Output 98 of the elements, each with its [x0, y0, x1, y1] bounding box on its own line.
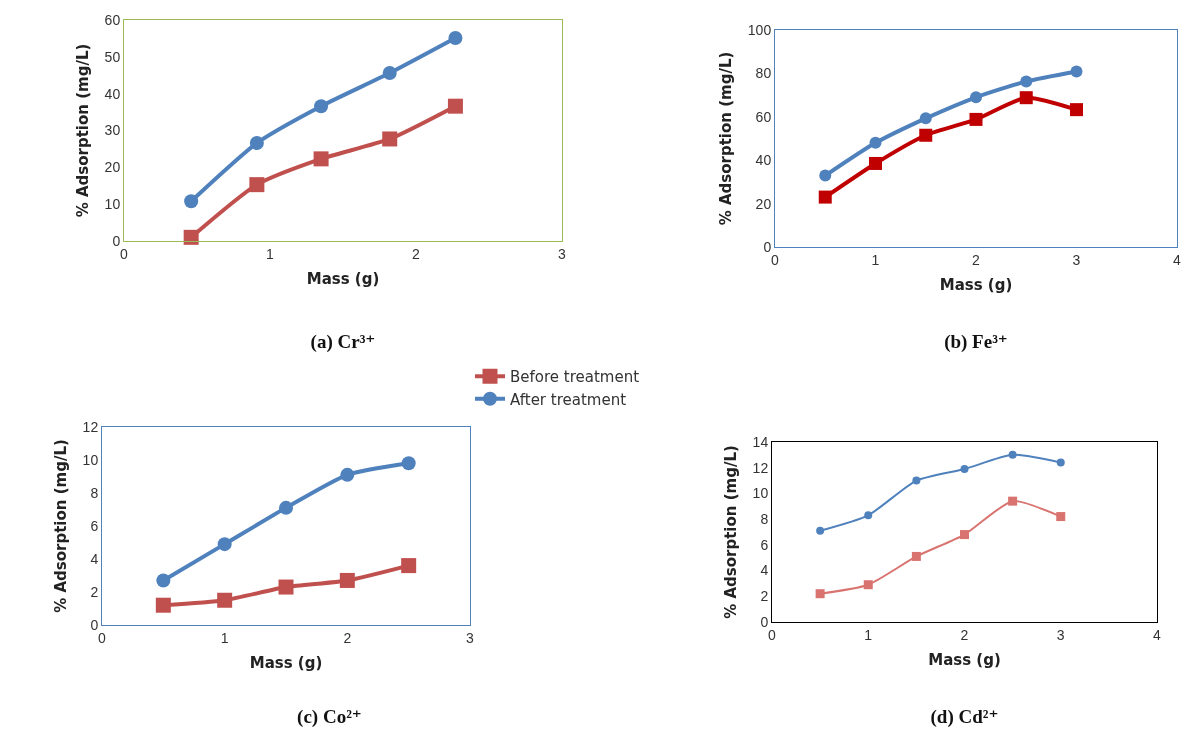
x-tick-label: 3	[466, 629, 475, 646]
point	[183, 229, 199, 245]
y-axis-title: % Adsorption (mg/L)	[73, 43, 92, 218]
y-tick-label: 0	[112, 232, 121, 249]
point	[863, 580, 873, 590]
point	[969, 112, 983, 126]
x-tick-label: 4	[1153, 626, 1162, 643]
y-tick-label: 6	[90, 517, 99, 534]
point	[448, 31, 463, 46]
point	[1056, 512, 1066, 522]
x-tick-label: 1	[266, 245, 275, 262]
text: (b) Fe³⁺	[944, 330, 1008, 353]
y-tick-label: 8	[760, 511, 769, 528]
y-tick-label: 8	[90, 484, 99, 501]
point	[919, 128, 933, 142]
y-tick-label: 0	[760, 613, 769, 630]
y-tick-label: 20	[755, 195, 772, 212]
point	[869, 156, 882, 170]
point	[970, 91, 982, 104]
text: (c) Co²⁺	[297, 705, 362, 728]
point	[911, 551, 921, 561]
y-tick-label: 12	[752, 459, 769, 476]
x-tick-label: 4	[1173, 251, 1182, 268]
x-tick-label: 3	[558, 245, 567, 262]
y-tick-label: 12	[82, 418, 99, 435]
y-tick-label: 80	[755, 65, 772, 82]
point	[1070, 103, 1083, 117]
text: (d) Cd²⁺	[930, 705, 999, 728]
point	[278, 579, 294, 595]
point	[249, 177, 265, 193]
y-tick-label: 30	[104, 122, 121, 139]
point	[339, 572, 355, 588]
point	[1056, 458, 1065, 467]
point	[314, 99, 329, 114]
point	[819, 169, 832, 182]
y-tick-label: 10	[104, 196, 121, 213]
point	[217, 592, 233, 608]
point	[249, 136, 264, 151]
point	[447, 98, 463, 114]
x-tick-label: 3	[1072, 251, 1081, 268]
point	[1008, 496, 1018, 506]
y-tick-label: 10	[82, 451, 99, 468]
x-axis-title: Mass (g)	[939, 275, 1013, 294]
point	[864, 511, 873, 520]
y-tick-label: 20	[104, 159, 121, 176]
y-tick-label: 6	[760, 536, 769, 553]
legend-label: After treatment	[510, 390, 627, 409]
point	[382, 131, 398, 147]
point	[1008, 450, 1017, 459]
point	[340, 467, 355, 482]
x-tick-label: 2	[343, 629, 352, 646]
point	[217, 537, 232, 552]
point	[313, 151, 329, 167]
y-tick-label: 40	[755, 152, 772, 169]
y-tick-label: 100	[747, 21, 772, 38]
y-tick-label: 40	[104, 85, 121, 102]
point	[401, 558, 417, 574]
x-tick-label: 2	[972, 251, 981, 268]
x-tick-label: 1	[864, 626, 873, 643]
y-tick-label: 2	[760, 588, 769, 605]
point	[1019, 91, 1033, 105]
x-axis-title: Mass (g)	[306, 269, 380, 288]
point	[818, 190, 832, 204]
y-axis-title: % Adsorption (mg/L)	[717, 51, 736, 226]
x-tick-label: 1	[220, 629, 229, 646]
x-tick-label: 2	[412, 245, 421, 262]
point	[960, 465, 969, 473]
y-tick-label: 2	[90, 583, 99, 600]
y-tick-label: 10	[752, 485, 769, 502]
y-tick-label: 4	[760, 562, 769, 579]
point	[1020, 75, 1033, 88]
y-tick-label: 60	[104, 11, 121, 28]
point	[401, 456, 416, 471]
point	[912, 476, 921, 485]
point	[382, 66, 397, 81]
y-tick-label: 14	[752, 433, 769, 450]
x-tick-label: 3	[1056, 626, 1065, 643]
point	[184, 194, 199, 209]
x-axis-title: Mass (g)	[249, 653, 323, 672]
point	[816, 526, 825, 535]
y-axis-title: % Adsorption (mg/L)	[51, 439, 70, 613]
point	[1070, 65, 1083, 78]
point	[156, 573, 171, 588]
point	[815, 589, 825, 599]
y-tick-label: 60	[755, 108, 772, 125]
x-tick-label: 2	[960, 626, 969, 643]
x-tick-label: 1	[871, 251, 880, 268]
point	[919, 112, 932, 125]
point	[960, 530, 969, 540]
y-tick-label: 4	[90, 550, 99, 567]
y-tick-label: 50	[104, 48, 121, 65]
point	[869, 136, 882, 149]
x-axis-title: Mass (g)	[928, 650, 1001, 669]
y-axis-title: % Adsorption (mg/L)	[721, 445, 740, 619]
point	[279, 500, 293, 515]
text: (a) Cr³⁺	[310, 330, 376, 353]
legend-label: Before treatment	[510, 368, 640, 387]
point	[155, 597, 171, 613]
